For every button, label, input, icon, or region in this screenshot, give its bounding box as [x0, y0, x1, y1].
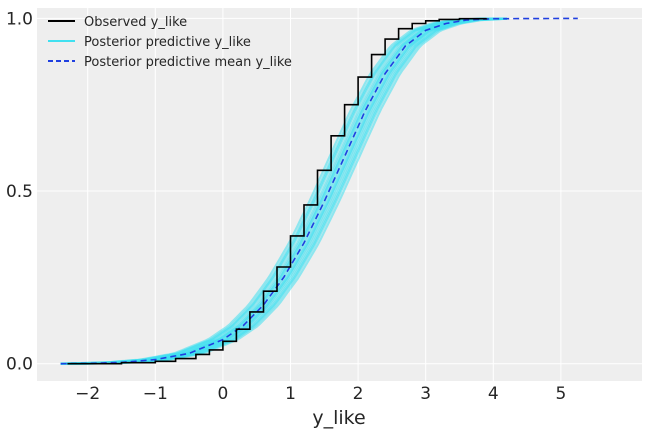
posterior-predictive-mean-line: [60, 17, 578, 365]
legend-label: Posterior predictive mean y_like: [84, 55, 292, 70]
x-tick-label: 1: [285, 384, 296, 404]
legend-label: Posterior predictive y_like: [84, 35, 251, 50]
y-tick-labels: 0.0 0.5 1.0: [6, 9, 33, 374]
x-tick-label: 5: [555, 384, 566, 404]
series-lines: [60, 17, 578, 365]
observed-line: [67, 17, 488, 365]
legend-label: Observed y_like: [84, 15, 187, 30]
y-tick-label: 0.0: [6, 355, 33, 375]
x-tick-label: −2: [75, 384, 100, 404]
x-tick-label: 3: [420, 384, 431, 404]
x-tick-labels: −2 −1 0 1 2 3 4 5: [75, 384, 566, 404]
y-tick-label: 0.5: [6, 182, 33, 202]
x-tick-label: 2: [353, 384, 364, 404]
y-tick-label: 1.0: [6, 9, 33, 29]
x-tick-label: −1: [143, 384, 168, 404]
x-tick-label: 4: [488, 384, 499, 404]
legend: Observed y_like Posterior predictive y_li…: [48, 15, 292, 70]
x-tick-label: 0: [217, 384, 228, 404]
x-axis-label: y_like: [312, 407, 365, 429]
